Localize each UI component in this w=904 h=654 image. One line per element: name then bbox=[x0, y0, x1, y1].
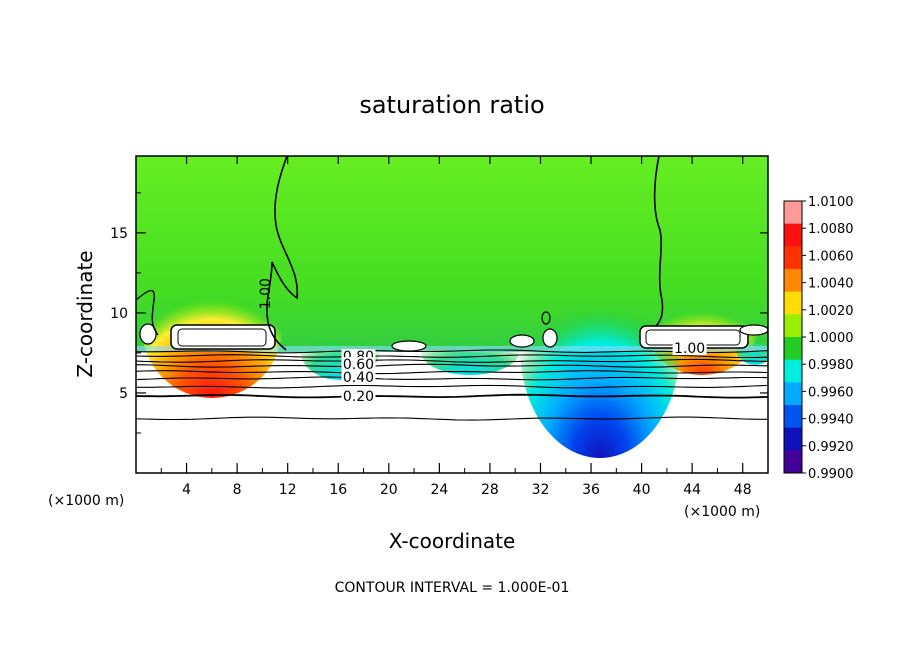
colorbar-cell-4 bbox=[784, 291, 802, 315]
x-tick-label-4: 20 bbox=[380, 482, 398, 498]
y-axis-label: Z-coordinate bbox=[73, 250, 97, 377]
x-tick-label-11: 48 bbox=[734, 482, 752, 498]
y-tick-label-0: 5 bbox=[119, 386, 128, 402]
cloud-patch-3 bbox=[391, 340, 427, 352]
colorbar-cell-6 bbox=[784, 337, 802, 361]
x-tick-label-7: 32 bbox=[532, 482, 550, 498]
colorbar-cell-8 bbox=[784, 382, 802, 406]
x-tick-label-2: 12 bbox=[279, 482, 297, 498]
contour-label-bg-1 bbox=[672, 341, 707, 356]
colorbar-label-2: 1.0060 bbox=[808, 249, 854, 264]
colorbar-cell-9 bbox=[784, 405, 802, 429]
strat-contour-0 bbox=[136, 416, 768, 421]
x-tick-label-6: 28 bbox=[481, 482, 499, 498]
y-tick-label-2: 15 bbox=[110, 226, 128, 242]
surface-strip bbox=[136, 346, 768, 352]
x-tick-label-3: 16 bbox=[329, 482, 347, 498]
colorbar-label-4: 1.0020 bbox=[808, 304, 854, 319]
x-tick-label-8: 36 bbox=[582, 482, 600, 498]
colorbar-label-8: 0.9940 bbox=[808, 413, 854, 428]
y-axis-ticks: 5 10 15 bbox=[110, 192, 768, 434]
colorbar-label-5: 1.0000 bbox=[808, 331, 854, 346]
strat-contour-1 bbox=[136, 393, 768, 399]
contour-1-left bbox=[266, 156, 299, 351]
colorbar-label-0: 1.0100 bbox=[808, 195, 854, 210]
strat-contour-7 bbox=[136, 354, 768, 359]
colorbar-label-3: 1.0040 bbox=[808, 277, 854, 292]
contour-label-4: 0.40 bbox=[343, 370, 374, 386]
contour-label-0: 1.00 bbox=[258, 278, 274, 309]
x-tick-label-9: 40 bbox=[633, 482, 651, 498]
colorbar-cell-5 bbox=[784, 314, 802, 338]
strat-contour-4 bbox=[136, 370, 768, 375]
colorbar: 1.0100 1.0080 1.0060 1.0040 1.0020 1.0000 0.99… bbox=[783, 195, 854, 482]
colorbar-label-9: 0.9920 bbox=[808, 440, 854, 455]
colorbar-cell-1 bbox=[784, 223, 802, 247]
colorbar-label-6: 0.9980 bbox=[808, 358, 854, 373]
strat-contour-3 bbox=[136, 376, 768, 381]
colorbar-cell-7 bbox=[784, 359, 802, 383]
strat-contour-5 bbox=[136, 363, 768, 368]
cloud-patch-1-inner bbox=[177, 328, 267, 347]
y-tick-label-1: 10 bbox=[110, 306, 128, 322]
plot-frame bbox=[135, 155, 769, 474]
cloud-patch-1 bbox=[170, 324, 276, 350]
strat-contour-8 bbox=[136, 349, 768, 354]
cloud-patch-6 bbox=[541, 311, 551, 325]
x-axis-label: X-coordinate bbox=[389, 529, 516, 553]
colorbar-cell-2 bbox=[784, 246, 802, 270]
chart-title: saturation ratio bbox=[359, 91, 544, 119]
cloud-patch-7 bbox=[139, 323, 157, 345]
contour-label-bg-4 bbox=[341, 369, 376, 384]
contour-1-far-left bbox=[136, 289, 159, 336]
colorbar-cell-0 bbox=[784, 201, 802, 225]
cloud-patch-4 bbox=[509, 334, 535, 348]
contour-label-3: 0.60 bbox=[343, 357, 374, 373]
strat-contour-6 bbox=[136, 358, 768, 363]
cloud-patch-8 bbox=[739, 324, 768, 336]
x-tick-label-10: 44 bbox=[683, 482, 701, 498]
x-tick-label-1: 8 bbox=[233, 482, 242, 498]
contour-labels: 1.001.000.800.600.400.20 bbox=[258, 278, 707, 405]
lower-contour-lines bbox=[136, 349, 768, 421]
colorbar-cell-11 bbox=[784, 450, 802, 474]
colorbar-label-10: 0.9900 bbox=[808, 467, 854, 482]
contour-interval-footer: CONTOUR INTERVAL = 1.000E-01 bbox=[335, 580, 570, 596]
colorbar-cell-3 bbox=[784, 269, 802, 293]
x-tick-label-5: 24 bbox=[430, 482, 448, 498]
strat-contour-2 bbox=[136, 384, 768, 389]
x-axis-unit-left: (×1000 m) bbox=[48, 493, 124, 509]
cloud-patch-5 bbox=[542, 328, 558, 348]
colorbar-label-7: 0.9960 bbox=[808, 385, 854, 400]
colorbar-label-1: 1.0080 bbox=[808, 222, 854, 237]
plot-area: 1.001.000.800.600.400.20 bbox=[135, 155, 769, 474]
contour-label-5: 0.20 bbox=[343, 389, 374, 405]
colorbar-cell-10 bbox=[784, 427, 802, 451]
x-tick-label-0: 4 bbox=[182, 482, 191, 498]
x-axis-ticks: 4 8 12 16 20 24 28 32 36 40 44 48 bbox=[160, 156, 752, 498]
contour-label-1: 1.00 bbox=[674, 341, 705, 357]
contour-1-right bbox=[653, 156, 664, 327]
contour-label-bg-5 bbox=[341, 389, 376, 404]
contour-label-bg-3 bbox=[341, 357, 376, 372]
x-axis-unit-right: (×1000 m) bbox=[684, 504, 760, 520]
